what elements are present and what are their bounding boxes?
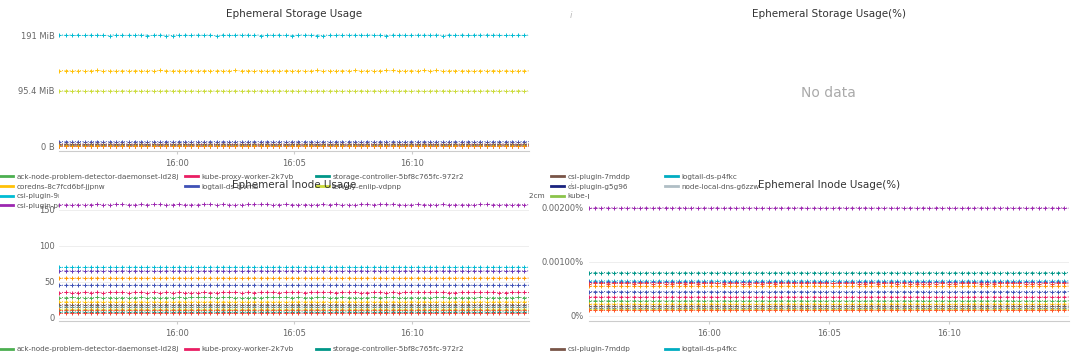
Text: No data: No data — [801, 86, 856, 99]
Legend: ack-node-problem-detector-daemonset-ld28j, coredns-8c7fcd6bf-jjpnw, csi-plugin-9: ack-node-problem-detector-daemonset-ld28… — [0, 174, 828, 209]
Title: Ephemeral Storage Usage(%): Ephemeral Storage Usage(%) — [752, 9, 906, 19]
Legend: ack-node-problem-detector-daemonset-ld28j, coredns-8c7fcd6bf-jjpnw, csi-plugin-9: ack-node-problem-detector-daemonset-ld28… — [0, 346, 828, 355]
Title: Ephemeral Inode Usage(%): Ephemeral Inode Usage(%) — [758, 180, 900, 190]
Title: Ephemeral Inode Usage: Ephemeral Inode Usage — [232, 180, 356, 190]
Title: Ephemeral Storage Usage: Ephemeral Storage Usage — [226, 9, 363, 19]
Text: i: i — [569, 11, 572, 20]
Text: i: i — [569, 181, 572, 190]
